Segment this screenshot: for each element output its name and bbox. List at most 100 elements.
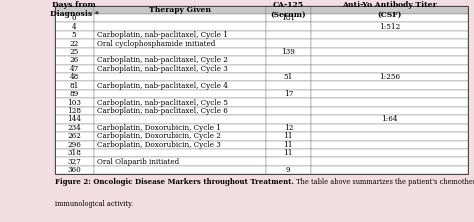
Text: 144: 144: [67, 115, 81, 123]
Bar: [94, 73, 265, 81]
Bar: [55, 56, 94, 65]
Bar: [311, 6, 468, 14]
Text: Carboplatin, Doxorubicin, Cycle 2: Carboplatin, Doxorubicin, Cycle 2: [97, 132, 220, 140]
Bar: [55, 124, 94, 132]
Bar: [55, 31, 94, 39]
Bar: [265, 149, 311, 157]
Text: 12: 12: [283, 124, 293, 132]
Text: 234: 234: [67, 124, 81, 132]
Text: Carboplatin, nab-paclitaxel, Cycle 4: Carboplatin, nab-paclitaxel, Cycle 4: [97, 82, 228, 90]
Bar: [265, 141, 311, 149]
Text: 0: 0: [72, 14, 76, 22]
Text: CA-125
(Serum): CA-125 (Serum): [271, 1, 306, 18]
Bar: [311, 124, 468, 132]
Bar: [311, 115, 468, 124]
Text: 5: 5: [72, 31, 76, 39]
Text: 81: 81: [70, 82, 79, 90]
Bar: [311, 22, 468, 31]
Text: 4: 4: [72, 23, 76, 31]
Bar: [55, 81, 94, 90]
Text: 103: 103: [67, 99, 81, 107]
Bar: [55, 65, 94, 73]
Bar: [94, 166, 265, 174]
Bar: [94, 132, 265, 141]
Text: 11: 11: [283, 132, 293, 140]
Text: Oral cyclophosphamide initiated: Oral cyclophosphamide initiated: [97, 40, 215, 48]
Text: The table above summarizes the patient's chemotherapy regimen alongside the meas: The table above summarizes the patient's…: [293, 178, 474, 186]
Bar: [94, 6, 265, 14]
Bar: [265, 31, 311, 39]
Bar: [265, 115, 311, 124]
Bar: [94, 14, 265, 22]
Bar: [94, 90, 265, 98]
Bar: [94, 157, 265, 166]
Text: 89: 89: [70, 90, 79, 98]
Bar: [265, 157, 311, 166]
Bar: [55, 149, 94, 157]
Bar: [94, 98, 265, 107]
Bar: [265, 132, 311, 141]
Bar: [55, 14, 94, 22]
Text: 318: 318: [67, 149, 81, 157]
Text: 11: 11: [283, 141, 293, 149]
Bar: [265, 22, 311, 31]
Bar: [311, 157, 468, 166]
Text: 48: 48: [70, 73, 79, 81]
Text: Oral Olaparib initiated: Oral Olaparib initiated: [97, 158, 179, 166]
Bar: [311, 141, 468, 149]
Bar: [55, 166, 94, 174]
Bar: [55, 98, 94, 107]
Bar: [265, 65, 311, 73]
Bar: [94, 141, 265, 149]
Text: 26: 26: [70, 56, 79, 64]
Bar: [311, 166, 468, 174]
Bar: [94, 124, 265, 132]
Bar: [311, 81, 468, 90]
Bar: [55, 90, 94, 98]
Bar: [265, 56, 311, 65]
Bar: [55, 115, 94, 124]
Bar: [311, 90, 468, 98]
Bar: [311, 107, 468, 115]
Bar: [55, 22, 94, 31]
Bar: [55, 141, 94, 149]
Bar: [94, 56, 265, 65]
Bar: [311, 98, 468, 107]
Bar: [94, 22, 265, 31]
Text: 17: 17: [283, 90, 293, 98]
Bar: [311, 31, 468, 39]
Text: 1:512: 1:512: [379, 23, 401, 31]
Bar: [265, 90, 311, 98]
Bar: [55, 73, 94, 81]
Bar: [55, 132, 94, 141]
Bar: [311, 73, 468, 81]
Text: Carboplatin, nab-paclitaxel, Cycle 3: Carboplatin, nab-paclitaxel, Cycle 3: [97, 65, 228, 73]
Bar: [265, 39, 311, 48]
Text: 25: 25: [70, 48, 79, 56]
Bar: [94, 115, 265, 124]
Bar: [55, 39, 94, 48]
Bar: [55, 107, 94, 115]
Bar: [55, 6, 468, 174]
Bar: [265, 107, 311, 115]
Bar: [94, 107, 265, 115]
Bar: [265, 81, 311, 90]
Text: 9: 9: [286, 166, 291, 174]
Text: 1:256: 1:256: [379, 73, 400, 81]
Bar: [311, 132, 468, 141]
Text: 327: 327: [67, 158, 81, 166]
Bar: [265, 48, 311, 56]
Text: Carboplatin, nab-paclitaxel, Cycle 5: Carboplatin, nab-paclitaxel, Cycle 5: [97, 99, 228, 107]
Bar: [311, 14, 468, 22]
Bar: [265, 124, 311, 132]
Bar: [265, 14, 311, 22]
Text: 51: 51: [283, 73, 293, 81]
Text: 181: 181: [281, 14, 295, 22]
Text: 1:64: 1:64: [382, 115, 398, 123]
Text: Carboplatin, Doxorubicin, Cycle 1: Carboplatin, Doxorubicin, Cycle 1: [97, 124, 221, 132]
Text: 11: 11: [283, 149, 293, 157]
Text: Carboplatin, nab-paclitaxel, Cycle 2: Carboplatin, nab-paclitaxel, Cycle 2: [97, 56, 228, 64]
Bar: [94, 48, 265, 56]
Bar: [94, 31, 265, 39]
Text: Anti-Yo Antibody Titer
(CSF): Anti-Yo Antibody Titer (CSF): [342, 1, 437, 18]
